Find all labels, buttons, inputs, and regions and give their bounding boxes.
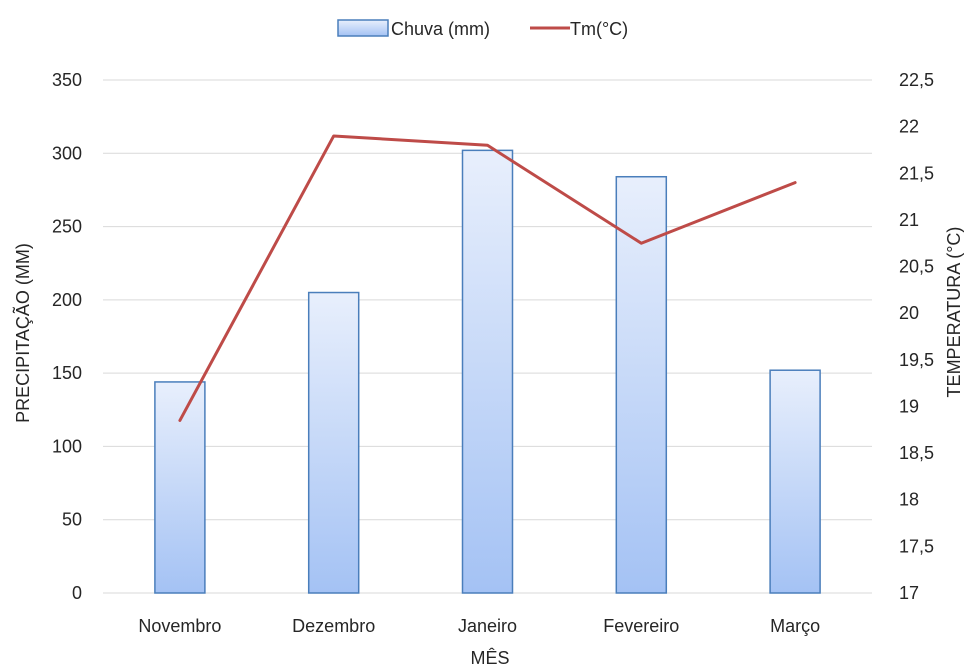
y2-tick-label: 18: [899, 490, 919, 510]
temperature-line: [178, 134, 797, 422]
x-tick-label: Março: [770, 616, 820, 636]
y-tick-label: 100: [52, 436, 82, 456]
x-tick-label: Novembro: [138, 616, 221, 636]
x-axis-title: MÊS: [470, 648, 509, 668]
legend-swatch-chuva: [337, 19, 389, 37]
y-tick-label: 50: [62, 510, 82, 530]
bar-março: [769, 369, 821, 594]
y-tick-label: 150: [52, 363, 82, 383]
x-axis-ticks: Novembro Dezembro Janeiro Fevereiro Março: [138, 616, 820, 636]
y2-tick-label: 22: [899, 117, 919, 137]
y2-axis-title: TEMPERATURA (°C): [944, 227, 964, 398]
bar-janeiro: [461, 149, 514, 594]
y2-tick-label: 20,5: [899, 257, 934, 277]
bar-novembro: [154, 381, 206, 594]
y2-tick-label: 19: [899, 396, 919, 416]
y2-tick-label: 21: [899, 210, 919, 230]
y2-tick-label: 18,5: [899, 443, 934, 463]
y2-tick-label: 19,5: [899, 350, 934, 370]
y-tick-label: 0: [72, 583, 82, 603]
y2-tick-label: 17,5: [899, 536, 934, 556]
x-tick-label: Fevereiro: [603, 616, 679, 636]
bar-series-chuva: [154, 149, 821, 594]
legend-label-temperatura: Tm(°C): [570, 19, 628, 39]
bar-dezembro: [307, 291, 360, 594]
y2-tick-label: 22,5: [899, 70, 934, 90]
y2-tick-label: 21,5: [899, 163, 934, 183]
y-tick-label: 350: [52, 70, 82, 90]
bar-fevereiro: [615, 175, 668, 594]
line-series-temperatura: [178, 134, 797, 422]
y2-tick-label: 20: [899, 303, 919, 323]
legend-label-chuva: Chuva (mm): [391, 19, 490, 39]
y-axis-title: PRECIPITAÇÃO (MM): [12, 243, 33, 423]
y-tick-label: 200: [52, 290, 82, 310]
legend: Chuva (mm) Tm(°C): [337, 19, 628, 39]
y2-tick-label: 17: [899, 583, 919, 603]
left-axis-ticks: 0 50 100 150 200 250 300 350: [52, 70, 82, 603]
y-tick-label: 300: [52, 143, 82, 163]
y-tick-label: 250: [52, 217, 82, 237]
x-tick-label: Dezembro: [292, 616, 375, 636]
right-axis-ticks: 17 17,5 18 18,5 19 19,5 20 20,5 21 21,5 22 22,5: [899, 70, 934, 603]
x-tick-label: Janeiro: [458, 616, 517, 636]
